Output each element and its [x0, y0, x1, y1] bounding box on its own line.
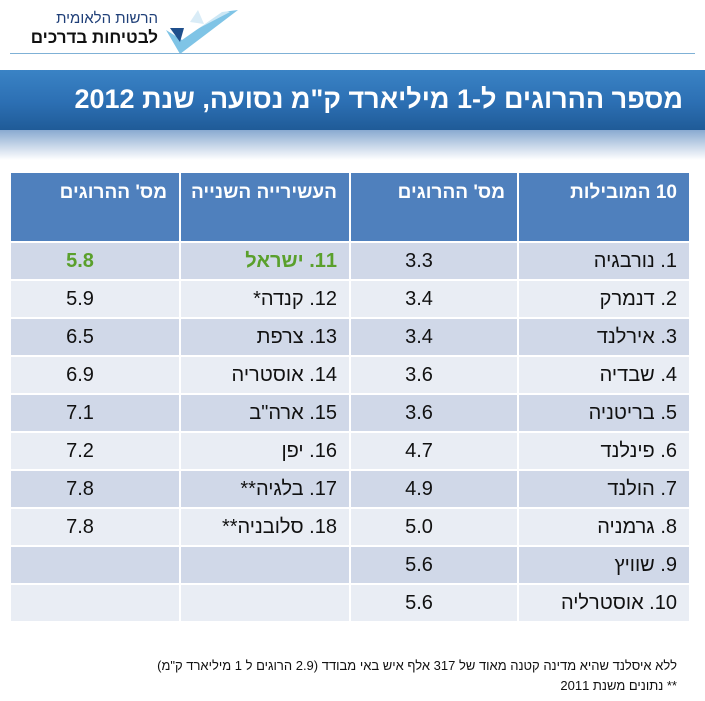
fatalities-cell: 6.9	[9, 355, 181, 395]
table-row: 2. דנמרק 3.4 12. קנדה* 5.9	[9, 279, 691, 319]
fatalities-cell: 4.9	[349, 469, 519, 509]
country-cell: 18. סלובניה**	[179, 507, 351, 547]
table-row: 8. גרמניה 5.0 18. סלובניה** 7.8	[9, 507, 691, 547]
country-cell: 9. שוויץ	[517, 545, 691, 585]
table-row: 9. שוויץ 5.6	[9, 545, 691, 585]
country-cell: 6. פינלנד	[517, 431, 691, 471]
column-header-fatalities: מס' ההרוגים	[349, 171, 519, 243]
country-cell: 1. נורבגיה	[517, 241, 691, 281]
logo-text-line1: הרשות הלאומית	[56, 10, 158, 27]
table-row: 3. אירלנד 3.4 13. צרפת 6.5	[9, 317, 691, 357]
table-row: 10. אוסטרליה 5.6	[9, 583, 691, 623]
footnote-data-year: ** נתונים משנת 2011	[560, 678, 677, 693]
table-row: 6. פינלנד 4.7 16. יפן 7.2	[9, 431, 691, 471]
fatalities-cell: 5.9	[9, 279, 181, 319]
footnote-iceland: ללא איסלנד שהיא מדינה קטנה מאוד של 317 א…	[157, 658, 677, 673]
fatalities-cell: 7.8	[9, 507, 181, 547]
country-cell: 17. בלגיה**	[179, 469, 351, 509]
fatalities-cell: 3.3	[349, 241, 519, 281]
fatalities-table: 10 המובילות מס' ההרוגים העשירייה השנייה …	[9, 171, 691, 623]
country-cell: 7. הולנד	[517, 469, 691, 509]
empty-cell	[9, 583, 181, 623]
fatalities-cell: 3.6	[349, 393, 519, 433]
country-cell: 13. צרפת	[179, 317, 351, 357]
country-cell: 14. אוסטריה	[179, 355, 351, 395]
title-banner-shadow	[0, 130, 705, 160]
empty-cell	[179, 583, 351, 623]
country-cell: 5. בריטניה	[517, 393, 691, 433]
country-cell: 3. אירלנד	[517, 317, 691, 357]
fatalities-cell: 5.6	[349, 583, 519, 623]
checkmark-logo-icon	[166, 10, 238, 54]
fatalities-cell: 7.2	[9, 431, 181, 471]
fatalities-cell: 7.8	[9, 469, 181, 509]
title-banner	[0, 70, 705, 130]
table-header-row: 10 המובילות מס' ההרוגים העשירייה השנייה …	[9, 171, 691, 243]
fatalities-cell: 4.7	[349, 431, 519, 471]
fatalities-cell: 6.5	[9, 317, 181, 357]
table-row: 1. נורבגיה 3.3 11. ישראל 5.8	[9, 241, 691, 281]
fatalities-cell: 5.6	[349, 545, 519, 585]
country-cell-highlighted: 11. ישראל	[179, 241, 351, 281]
country-cell: 4. שבדיה	[517, 355, 691, 395]
column-header-top10: 10 המובילות	[517, 171, 691, 243]
table-row: 5. בריטניה 3.6 15. ארה"ב 7.1	[9, 393, 691, 433]
fatalities-cell: 3.6	[349, 355, 519, 395]
country-cell: 8. גרמניה	[517, 507, 691, 547]
fatalities-cell: 3.4	[349, 317, 519, 357]
fatalities-cell: 7.1	[9, 393, 181, 433]
table-row: 7. הולנד 4.9 17. בלגיה** 7.8	[9, 469, 691, 509]
empty-cell	[9, 545, 181, 585]
country-cell: 16. יפן	[179, 431, 351, 471]
country-cell: 15. ארה"ב	[179, 393, 351, 433]
logo: הרשות הלאומית לבטיחות בדרכים	[12, 6, 252, 56]
table-row: 4. שבדיה 3.6 14. אוסטריה 6.9	[9, 355, 691, 395]
fatalities-cell-highlighted: 5.8	[9, 241, 181, 281]
page-title: מספר ההרוגים ל-1 מיליארד ק"מ נסועה, שנת …	[74, 84, 683, 114]
fatalities-cell: 5.0	[349, 507, 519, 547]
column-header-second-ten: העשירייה השנייה	[179, 171, 351, 243]
country-cell: 2. דנמרק	[517, 279, 691, 319]
logo-text-line2: לבטיחות בדרכים	[30, 28, 158, 47]
country-cell: 10. אוסטרליה	[517, 583, 691, 623]
fatalities-cell: 3.4	[349, 279, 519, 319]
empty-cell	[179, 545, 351, 585]
country-cell: 12. קנדה*	[179, 279, 351, 319]
column-header-fatalities-2: מס' ההרוגים	[9, 171, 181, 243]
header-divider	[10, 53, 695, 54]
